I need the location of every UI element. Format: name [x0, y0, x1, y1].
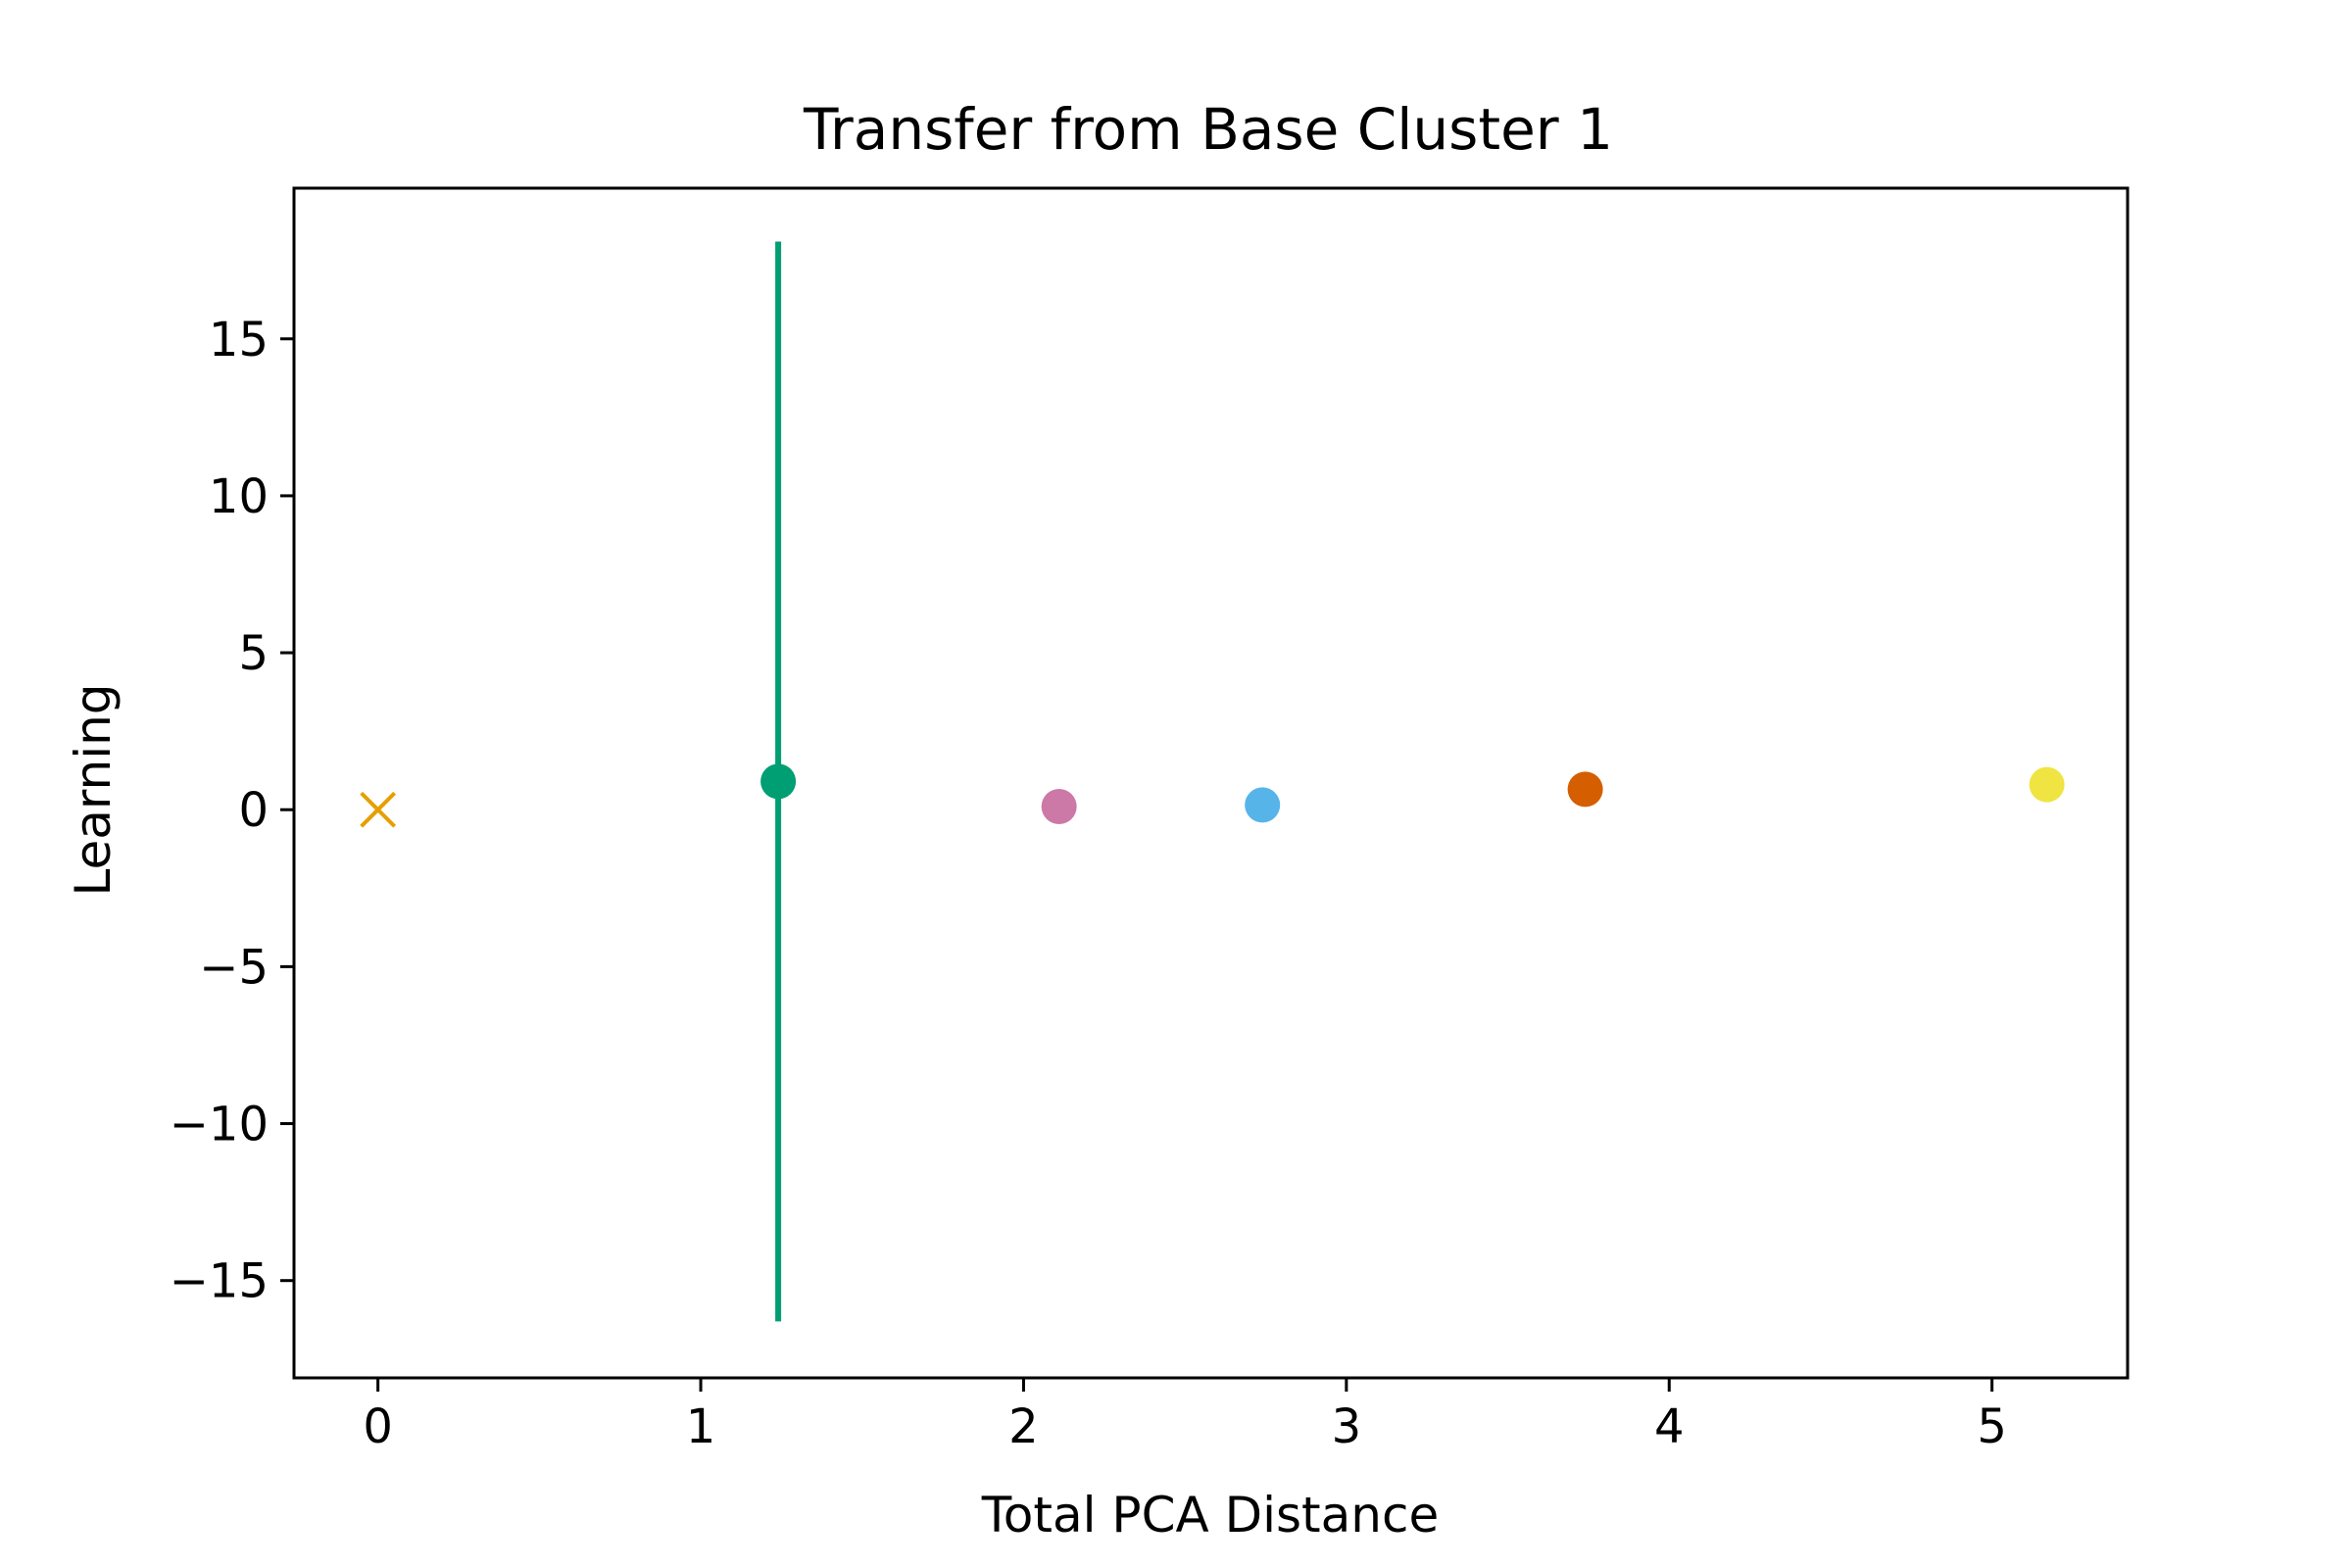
chart-title: Transfer from Base Cluster 1 — [803, 96, 1613, 163]
x-tick-label: 5 — [1977, 1399, 2007, 1454]
y-tick-label: 0 — [238, 783, 269, 838]
data-point-x-marker — [360, 791, 397, 828]
y-tick-label: 15 — [209, 313, 269, 368]
y-tick-label: 10 — [209, 469, 269, 524]
data-point — [760, 763, 797, 800]
y-tick-label: −5 — [199, 940, 269, 995]
y-tick-label: 5 — [238, 626, 269, 681]
y-axis: −15 −10 −5 0 5 10 15 — [170, 313, 294, 1309]
x-tick-label: 4 — [1654, 1399, 1685, 1454]
data-point — [1567, 771, 1603, 808]
y-axis-label: Learning — [65, 683, 122, 896]
x-tick-label: 2 — [1008, 1399, 1039, 1454]
data-point — [1041, 789, 1077, 825]
data-point — [1245, 787, 1281, 823]
x-axis: 0 1 2 3 4 5 — [363, 1378, 2007, 1454]
x-tick-label: 0 — [363, 1399, 393, 1454]
y-tick-label: −15 — [170, 1254, 269, 1309]
x-tick-label: 3 — [1332, 1399, 1362, 1454]
data-point — [2029, 766, 2065, 803]
x-tick-label: 1 — [686, 1399, 716, 1454]
axes-frame — [292, 186, 2130, 1380]
x-axis-label: Total PCA Distance — [981, 1487, 1439, 1544]
x-marker-stroke — [360, 791, 397, 828]
y-tick-label: −10 — [170, 1098, 269, 1152]
plot-area — [360, 241, 2065, 1322]
